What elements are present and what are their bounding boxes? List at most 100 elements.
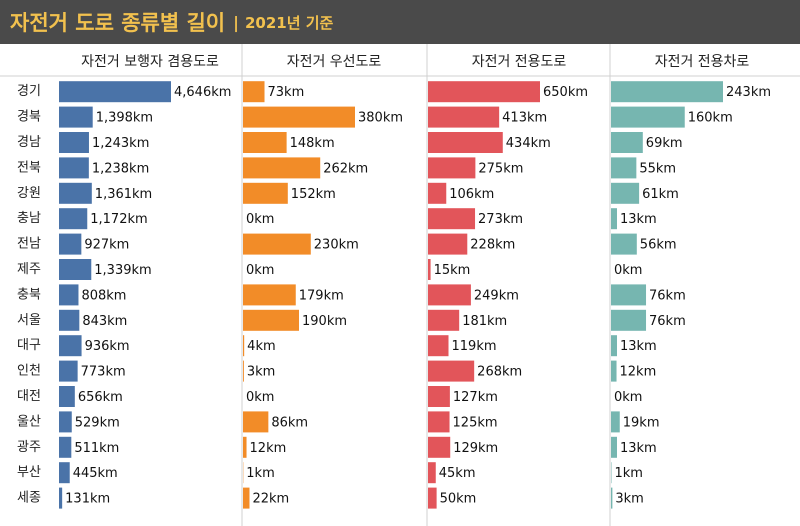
value-label: 1km: [246, 466, 274, 481]
bar: [611, 309, 647, 331]
bar: [611, 106, 685, 128]
category-label: 인천: [17, 364, 41, 379]
bar: [243, 106, 355, 128]
category-label: 부산: [17, 465, 41, 480]
value-label: 76km: [649, 288, 686, 303]
value-label: 1km: [614, 466, 642, 481]
series-header: 자전거 우선도로: [287, 54, 382, 70]
value-label: 3km: [615, 492, 643, 507]
bar: [428, 335, 449, 357]
value-label: 4,646km: [174, 85, 231, 100]
category-label: 전남: [17, 237, 41, 252]
value-label: 55km: [639, 161, 676, 176]
series-header: 자전거 전용차로: [655, 54, 750, 70]
value-label: 1,243km: [92, 136, 149, 151]
value-label: 73km: [268, 85, 305, 100]
value-label: 936km: [85, 339, 130, 354]
value-label: 61km: [642, 187, 679, 202]
value-label: 15km: [434, 263, 471, 278]
series-header: 자전거 보행자 겸용도로: [81, 54, 219, 70]
bar: [611, 208, 617, 230]
value-label: 0km: [614, 390, 642, 405]
bar: [428, 106, 500, 128]
value-label: 656km: [78, 390, 123, 405]
bar: [611, 182, 640, 204]
bar: [59, 233, 82, 255]
title-bar: 자전거 도로 종류별 길이 | 2021년 기준: [0, 0, 800, 44]
value-label: 273km: [478, 212, 523, 227]
category-label: 대전: [17, 389, 41, 404]
bar: [243, 335, 245, 357]
bar: [428, 259, 431, 280]
value-label: 179km: [299, 288, 344, 303]
bar: [243, 81, 265, 103]
value-label: 13km: [620, 339, 657, 354]
bar: [611, 487, 613, 509]
bar: [611, 233, 637, 255]
bar: [243, 309, 299, 331]
category-label: 울산: [17, 414, 41, 429]
bar: [59, 462, 70, 484]
value-label: 1,172km: [90, 212, 147, 227]
value-label: 434km: [506, 136, 551, 151]
bar: [611, 360, 617, 382]
value-label: 1,238km: [92, 161, 149, 176]
value-label: 262km: [323, 161, 368, 176]
bar: [428, 81, 540, 103]
title-separator: |: [233, 12, 239, 32]
category-label: 경남: [17, 135, 41, 150]
bar: [428, 360, 475, 382]
bar: [59, 208, 88, 230]
bar: [428, 233, 468, 255]
value-label: 0km: [246, 212, 274, 227]
category-label: 서울: [17, 313, 41, 328]
bar: [428, 182, 447, 204]
value-label: 0km: [246, 390, 274, 405]
value-label: 119km: [452, 339, 497, 354]
category-label: 경기: [17, 84, 41, 99]
value-label: 445km: [73, 466, 118, 481]
value-label: 275km: [478, 161, 523, 176]
bar: [428, 436, 451, 458]
value-label: 22km: [252, 492, 289, 507]
bar: [59, 259, 92, 280]
value-label: 1,339km: [94, 263, 151, 278]
bar: [59, 335, 82, 357]
bar: [243, 132, 287, 153]
value-label: 129km: [453, 441, 498, 456]
category-label: 경북: [17, 110, 41, 125]
chart-title: 자전거 도로 종류별 길이: [10, 11, 226, 35]
value-label: 4km: [247, 339, 275, 354]
bar: [59, 360, 78, 382]
value-label: 927km: [84, 238, 129, 253]
category-label: 광주: [17, 440, 41, 455]
bar: [428, 208, 476, 230]
value-label: 50km: [440, 492, 477, 507]
value-label: 243km: [726, 85, 771, 100]
value-label: 3km: [247, 365, 275, 380]
value-label: 773km: [81, 365, 126, 380]
value-label: 413km: [502, 111, 547, 126]
bar: [59, 386, 75, 407]
bar: [59, 132, 89, 153]
value-label: 380km: [358, 111, 403, 126]
category-label: 충남: [17, 211, 41, 226]
bar: [611, 81, 723, 103]
bar: [428, 284, 471, 306]
category-label: 제주: [17, 262, 41, 277]
series-header: 자전거 전용도로: [472, 54, 567, 70]
value-label: 1,398km: [96, 111, 153, 126]
value-label: 190km: [302, 314, 347, 329]
bar: [243, 360, 244, 382]
bar: [611, 335, 617, 357]
bar: [59, 81, 171, 103]
category-label: 세종: [17, 491, 41, 506]
value-label: 131km: [65, 492, 110, 507]
value-label: 249km: [474, 288, 519, 303]
value-label: 268km: [477, 365, 522, 380]
bar: [59, 284, 79, 306]
chart-subtitle: 2021년 기준: [244, 13, 334, 32]
bar: [428, 487, 437, 509]
value-label: 148km: [290, 136, 335, 151]
value-label: 13km: [620, 441, 657, 456]
